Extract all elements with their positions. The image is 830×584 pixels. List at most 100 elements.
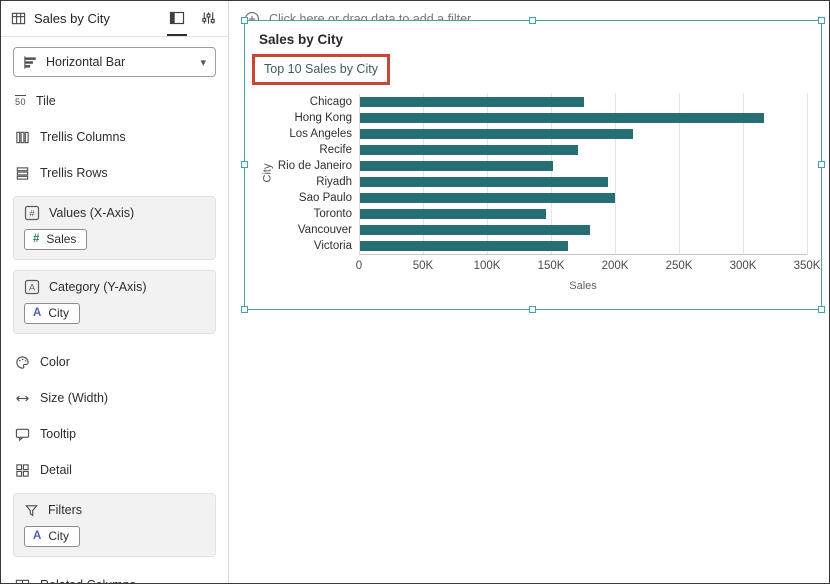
bar[interactable] <box>360 193 616 203</box>
attribute-a-icon: A <box>33 530 42 542</box>
svg-text:A: A <box>29 282 36 293</box>
sidebar-item-size-width[interactable]: Size (Width) <box>13 380 216 416</box>
bar-row <box>360 238 807 254</box>
resize-handle[interactable] <box>818 17 825 24</box>
bar-row <box>360 110 807 126</box>
horizontal-bar-icon <box>23 55 38 70</box>
category-label: Sao Paulo <box>298 192 352 204</box>
sidebar-item-detail[interactable]: Detail <box>13 452 216 488</box>
attribute-box-icon: A <box>24 279 40 295</box>
sidebar-item-related-columns[interactable]: Related Columns <box>13 567 216 583</box>
category-label: Hong Kong <box>294 112 352 124</box>
sidebar-item-color[interactable]: Color <box>13 344 216 380</box>
field-chip-sales[interactable]: # Sales <box>24 229 88 250</box>
bar[interactable] <box>360 113 764 123</box>
gridline <box>679 94 680 255</box>
dataset-grid-icon <box>11 11 26 26</box>
x-tick-label: 200K <box>601 260 629 272</box>
x-tick-label: 350K <box>793 260 821 272</box>
filters-section[interactable]: Filters A City <box>13 493 216 557</box>
bar[interactable] <box>360 129 634 139</box>
chevron-down-icon: ▾ <box>200 56 206 69</box>
grammar-tab-icon[interactable] <box>167 1 187 36</box>
resize-handle[interactable] <box>241 306 248 313</box>
field-chip-city[interactable]: A City <box>24 303 80 324</box>
workbook-title: Sales by City <box>34 11 110 26</box>
gridlines <box>359 94 808 255</box>
field-chip-label: Sales <box>46 232 77 246</box>
sidebar-item-trellis-columns[interactable]: Trellis Columns <box>13 119 216 155</box>
bar-row <box>360 94 807 110</box>
grammar-panel-body: Horizontal Bar ▾ 50 Tile Trellis Columns <box>1 37 228 583</box>
bar-row <box>360 206 807 222</box>
bar[interactable] <box>360 97 584 107</box>
resize-handle[interactable] <box>241 17 248 24</box>
field-chip-label: City <box>48 529 69 543</box>
panel-header: Sales by City <box>1 1 228 37</box>
bar-chart: City Chicago Hong Kong Los Angeles Recife Ri… <box>259 94 820 292</box>
sidebar-item-tooltip[interactable]: Tooltip <box>13 416 216 452</box>
bar[interactable] <box>360 161 553 171</box>
viz-card[interactable]: Sales by City Top 10 Sales by City City … <box>241 17 825 313</box>
sidebar-item-trellis-rows[interactable]: Trellis Rows <box>13 155 216 191</box>
resize-handle[interactable] <box>818 306 825 313</box>
viz-title: Sales by City <box>259 32 344 47</box>
chart-type-value: Horizontal Bar <box>46 55 126 69</box>
hash-box-icon: # <box>24 205 40 221</box>
bar-rows <box>359 94 807 255</box>
bar[interactable] <box>360 241 569 251</box>
sidebar-item-label: Size (Width) <box>40 391 109 405</box>
tile-icon: 50 <box>15 95 27 107</box>
category-y-axis-section[interactable]: A Category (Y-Axis) A City <box>13 270 216 334</box>
category-label: Vancouver <box>297 224 352 236</box>
resize-handle[interactable] <box>241 161 248 168</box>
measure-hash-icon: # <box>33 233 40 245</box>
attribute-a-icon: A <box>33 307 42 319</box>
resize-handle[interactable] <box>818 161 825 168</box>
viz-subtitle[interactable]: Top 10 Sales by City <box>264 62 378 76</box>
resize-handle[interactable] <box>529 306 536 313</box>
bar-row <box>360 142 807 158</box>
trellis-rows-icon <box>15 166 30 181</box>
category-label: Recife <box>319 144 352 156</box>
bar[interactable] <box>360 145 579 155</box>
values-x-axis-section[interactable]: # Values (X-Axis) # Sales <box>13 196 216 260</box>
bar[interactable] <box>360 209 547 219</box>
bar[interactable] <box>360 225 590 235</box>
x-tick-label: 300K <box>729 260 757 272</box>
category-label: Toronto <box>313 208 352 220</box>
gridline <box>487 94 488 255</box>
bar[interactable] <box>360 177 608 187</box>
settings-sliders-icon[interactable] <box>199 1 218 36</box>
annotation-highlight-box: Top 10 Sales by City <box>252 54 390 85</box>
grammar-panel: Sales by City <box>1 1 229 583</box>
field-chip-label: City <box>48 306 69 320</box>
category-label: Riyadh <box>316 176 352 188</box>
sidebar-item-label: Related Columns <box>40 578 136 583</box>
section-label: Filters <box>48 503 83 517</box>
filter-chip-city[interactable]: A City <box>24 526 80 547</box>
y-axis-title: City <box>261 163 274 183</box>
category-label: Rio de Janeiro <box>277 160 352 172</box>
svg-text:#: # <box>29 208 35 219</box>
canvas-area: Click here or drag data to add a filter … <box>229 1 829 583</box>
sidebar-item-label: Trellis Columns <box>40 130 126 144</box>
x-axis-title: Sales <box>569 280 597 292</box>
bar-row <box>360 126 807 142</box>
bar-row <box>360 174 807 190</box>
sidebar-item-label: Detail <box>40 463 72 477</box>
detail-grid-icon <box>15 463 30 478</box>
bar-row <box>360 158 807 174</box>
gridline <box>807 94 808 255</box>
sidebar-item-label: Color <box>40 355 70 369</box>
resize-handle[interactable] <box>529 17 536 24</box>
bar-row <box>360 190 807 206</box>
section-label: Values (X-Axis) <box>49 206 135 220</box>
y-axis-title-area: City <box>259 94 275 292</box>
chart-type-select[interactable]: Horizontal Bar ▾ <box>13 47 216 77</box>
sidebar-item-label: Tooltip <box>40 427 77 441</box>
sidebar-item-tile[interactable]: 50 Tile <box>13 83 216 119</box>
related-columns-icon <box>15 578 30 583</box>
size-width-icon <box>15 391 30 406</box>
